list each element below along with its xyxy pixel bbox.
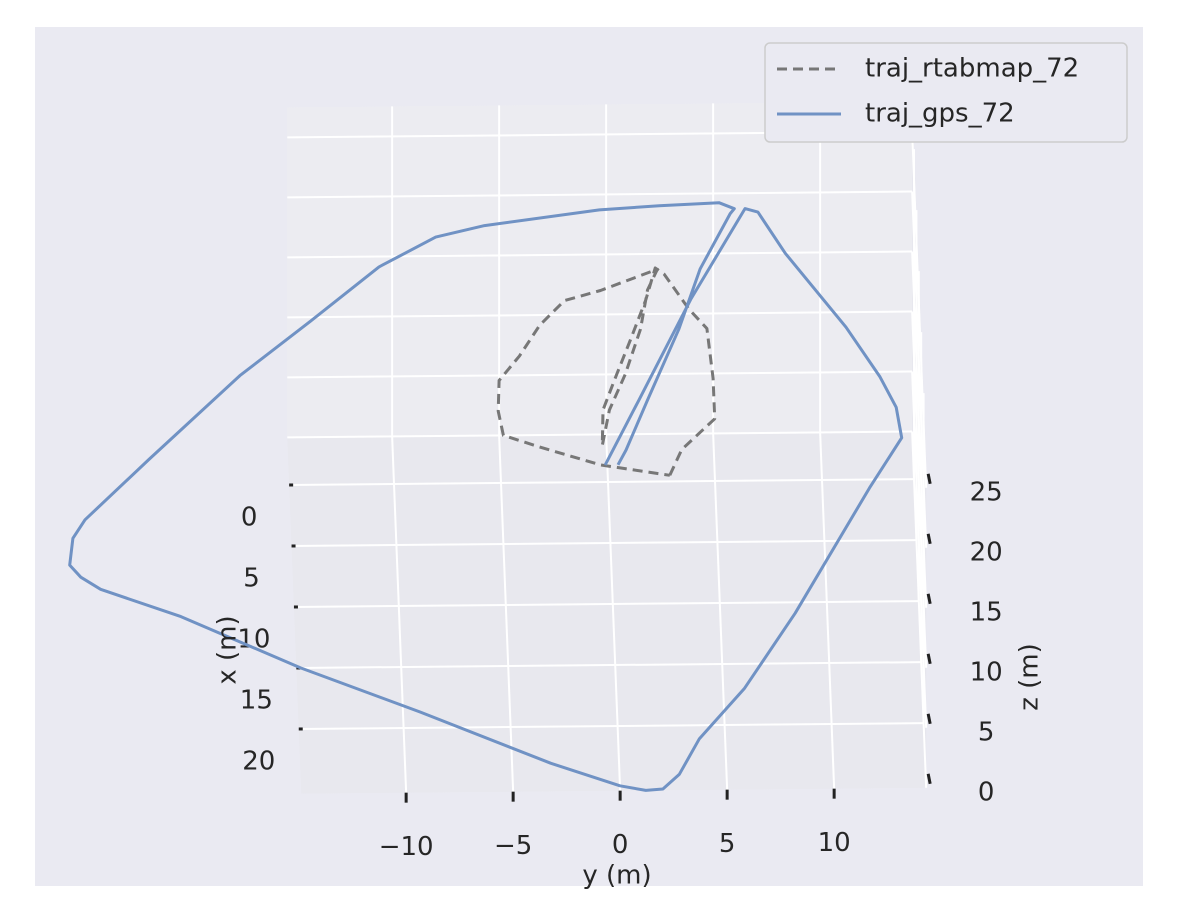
z-tick (926, 653, 932, 665)
legend-box (764, 42, 1128, 143)
grid-line (287, 310, 913, 319)
x-tick-label: 20 (242, 746, 275, 776)
grid-line (911, 251, 928, 608)
lines (68, 201, 904, 792)
y-tick-label: −10 (379, 832, 434, 862)
y-tick-label: 5 (719, 829, 736, 859)
legend-label: traj_gps_72 (865, 99, 1015, 129)
x-axis-label: x (m) (213, 615, 243, 684)
z-tick-label: 25 (970, 477, 1003, 507)
grid-line (391, 436, 408, 793)
z-tick-label: 15 (970, 597, 1003, 627)
trajectory (68, 201, 904, 792)
z-tick-label: 5 (978, 717, 995, 747)
grid-line (911, 371, 928, 728)
y-tick-label: 0 (612, 830, 629, 860)
grid-line (287, 370, 913, 379)
grid-line (911, 131, 928, 488)
grid-line (712, 433, 729, 790)
grid-line (287, 430, 913, 439)
z-axis-label: z (m) (1015, 643, 1045, 711)
back-pane (287, 101, 913, 438)
z-tick (926, 773, 932, 785)
grid-line (287, 250, 913, 259)
z-tick (926, 713, 932, 725)
legend-label: traj_rtabmap_72 (865, 54, 1079, 84)
grid-line (498, 435, 515, 792)
z-tick-label: 20 (970, 537, 1003, 567)
floor-pane (287, 431, 927, 794)
x-tick-label: 5 (243, 563, 260, 593)
x-tick-label: 15 (240, 685, 273, 715)
grid-line (911, 431, 928, 788)
grid-line (287, 190, 913, 199)
z-tick-label: 0 (978, 777, 995, 807)
x-tick-label: 0 (241, 502, 258, 532)
grid-line (911, 191, 928, 548)
z-tick (926, 533, 932, 545)
z-tick-label: 10 (970, 657, 1003, 687)
grid-line (819, 432, 836, 789)
grid-line (911, 311, 928, 668)
legend: traj_rtabmap_72 traj_gps_72 (764, 42, 1128, 143)
z-tick (926, 473, 932, 485)
grid-line (605, 434, 622, 791)
z-tick (926, 593, 932, 605)
trajectory (496, 266, 717, 477)
y-axis-label: y (m) (582, 861, 651, 891)
y-tick-label: 10 (818, 828, 851, 858)
y-tick-label: −5 (494, 831, 532, 861)
